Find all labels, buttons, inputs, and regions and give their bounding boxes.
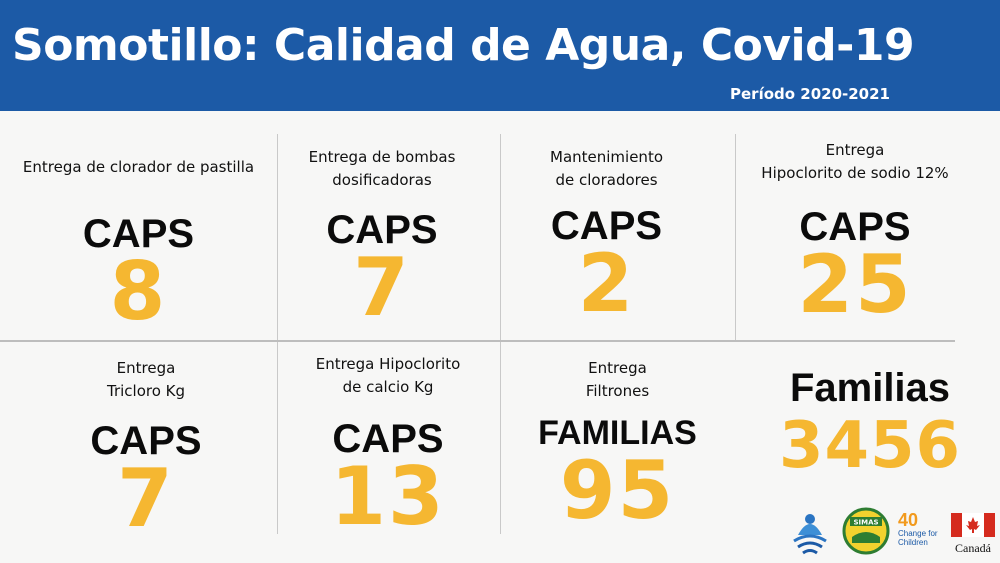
simas-logo: SIMAS [842, 507, 890, 555]
change-40-text: 40 [898, 510, 919, 530]
divider-vertical-3 [735, 134, 736, 340]
divider-vertical-1 [277, 134, 278, 534]
card-label: Entrega Hipoclorito de sodio 12% [761, 141, 949, 182]
divider-vertical-2 [500, 134, 501, 534]
card-unit: CAPS [332, 417, 444, 461]
card-value: 7 [117, 452, 175, 545]
card-hipoclorito-sodio: Entrega Hipoclorito de sodio 12% CAPS 25 [735, 139, 975, 336]
card-filtrones: Entrega Filtrones FAMILIAS 95 [500, 357, 735, 552]
card-value: 2 [577, 237, 636, 330]
card-unit: Familias [789, 366, 951, 410]
card-unit: CAPS [90, 419, 202, 463]
card-unit: CAPS [799, 205, 911, 249]
card-label: Entrega de clorador de pastilla [22, 158, 255, 176]
card-familias-total: Familias 3456 [745, 360, 995, 483]
change-for-children-text: Change for Children [898, 529, 938, 547]
card-mantenimiento-cloradores: Mantenimiento de cloradores CAPS 2 [478, 146, 735, 336]
card-label: Mantenimiento de cloradores [550, 148, 663, 189]
card-clorador-pastilla: Entrega de clorador de pastilla CAPS 8 [0, 156, 277, 336]
card-unit: CAPS [550, 204, 663, 248]
card-tricloro: Entrega Tricloro Kg CAPS 7 [0, 357, 292, 552]
card-unit: FAMILIAS [538, 414, 697, 452]
canada-wordmark: Canadá [955, 541, 991, 555]
card-unit: CAPS [326, 208, 438, 252]
change-for-children-logo: 40 Change for Children [898, 511, 944, 557]
card-label: Entrega Tricloro Kg [106, 359, 186, 400]
card-value: 95 [559, 444, 676, 537]
water-org-logo [793, 514, 827, 555]
card-bombas-dosificadoras: Entrega de bombas dosificadoras CAPS 7 [264, 146, 500, 336]
card-value: 7 [353, 241, 411, 334]
card-value: 13 [330, 450, 446, 543]
canada-logo: Canadá [950, 513, 996, 561]
header-banner: Somotillo: Calidad de Agua, Covid-19 Per… [0, 0, 1000, 111]
card-value: 8 [109, 245, 168, 338]
card-label: Entrega Hipoclorito de calcio Kg [315, 355, 461, 396]
canada-flag-icon [951, 513, 995, 537]
card-label: Entrega de bombas dosificadoras [308, 148, 456, 189]
card-hipoclorito-calcio: Entrega Hipoclorito de calcio Kg CAPS 13 [270, 353, 506, 552]
sponsor-logos: SIMAS 40 Change for Children Canadá [790, 503, 1000, 561]
divider-horizontal [0, 340, 955, 342]
card-label: Entrega Filtrones [585, 359, 650, 400]
card-value: 3456 [778, 409, 962, 483]
page-title: Somotillo: Calidad de Agua, Covid-19 [12, 20, 915, 71]
simas-logo-text: SIMAS [853, 519, 878, 527]
period-label: Período 2020-2021 [730, 85, 890, 103]
card-value: 25 [797, 238, 913, 331]
card-unit: CAPS [82, 212, 195, 256]
